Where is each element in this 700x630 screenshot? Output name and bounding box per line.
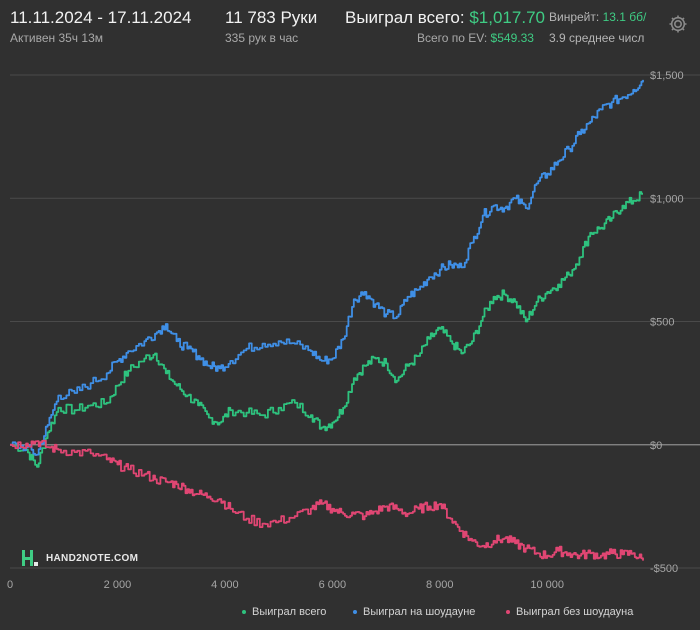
total-ev-label: Всего по EV: xyxy=(417,31,488,45)
series-line-0 xyxy=(10,191,643,468)
logo-text: HAND2NOTE.COM xyxy=(46,552,139,564)
y-tick-label: $0 xyxy=(650,440,662,452)
legend-label-showdown: Выиграл на шоудауне xyxy=(363,606,476,618)
legend-item-showdown[interactable]: Выиграл на шоудауне xyxy=(353,606,475,618)
gear-icon[interactable] xyxy=(666,12,690,36)
stats-header: 11.11.2024 - 17.11.2024 Активен 35ч 13м … xyxy=(0,0,700,60)
hands-per-hour: 335 рук в час xyxy=(225,31,299,45)
x-tick-label: 0 xyxy=(7,579,13,591)
total-ev-value: $549.33 xyxy=(490,31,534,45)
total-won: Выиграл всего: $1,017.70 xyxy=(345,8,545,28)
legend-label-nonshowdown: Выиграл без шоудауна xyxy=(516,606,634,618)
winrate-value: 13.1 бб/ xyxy=(602,10,647,24)
winrate: Винрейт: 13.1 бб/ xyxy=(549,10,649,24)
chart-grid xyxy=(10,74,700,569)
total-ev: Всего по EV: $549.33 xyxy=(417,31,534,45)
legend-dot-total xyxy=(242,610,246,615)
series-line-1 xyxy=(10,79,644,456)
chart-lines xyxy=(9,79,644,561)
y-axis-ticks: -$500 $0 $500 $1,000 $1,500 xyxy=(650,70,684,575)
legend-label-total: Выиграл всего xyxy=(252,606,327,618)
date-range: 11.11.2024 - 17.11.2024 xyxy=(10,8,192,27)
x-tick-label: 2 000 xyxy=(104,579,132,591)
x-tick-label: 6 000 xyxy=(319,579,347,591)
total-won-value: $1,017.70 xyxy=(469,8,545,27)
h2n-logo-icon xyxy=(22,550,38,566)
y-tick-label: -$500 xyxy=(650,563,678,575)
y-tick-label: $1,000 xyxy=(650,193,684,205)
legend-item-total[interactable]: Выиграл всего xyxy=(242,606,326,618)
total-won-label: Выиграл всего: xyxy=(345,8,465,27)
hand2note-logo: HAND2NOTE.COM xyxy=(20,548,138,568)
hands-count: 11 783 Руки xyxy=(225,8,318,27)
profit-chart: -$500 $0 $500 $1,000 $1,500 0 2 000 4 000 6 000… xyxy=(7,70,700,591)
y-tick-label: $500 xyxy=(650,317,674,329)
x-tick-label: 10 000 xyxy=(530,579,564,591)
x-axis-ticks: 0 2 000 4 000 6 000 8 000 10 000 xyxy=(7,579,564,591)
x-tick-label: 8 000 xyxy=(426,579,454,591)
legend-dot-showdown xyxy=(353,610,357,615)
legend-item-nonshowdown[interactable]: Выиграл без шоудауна xyxy=(506,606,633,618)
y-tick-label: $1,500 xyxy=(650,70,684,82)
active-time: Активен 35ч 13м xyxy=(10,31,103,45)
series-line-2 xyxy=(10,439,644,561)
x-tick-label: 4 000 xyxy=(211,579,239,591)
winrate-label: Винрейт: xyxy=(549,10,600,24)
average-stat: 3.9 среднее числ xyxy=(549,31,645,45)
legend-dot-nonshowdown xyxy=(506,610,510,615)
